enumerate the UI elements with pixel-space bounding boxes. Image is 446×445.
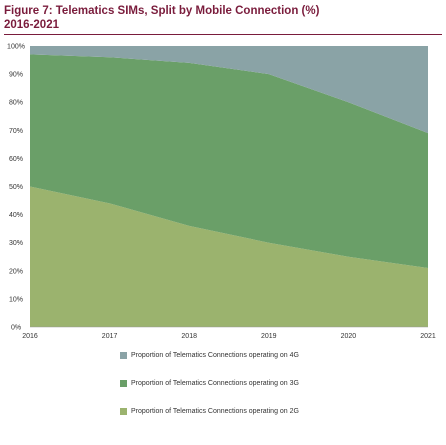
y-tick-label: 90% (9, 72, 23, 79)
y-tick-label: 60% (9, 156, 23, 163)
legend-item: Proportion of Telematics Connections ope… (120, 350, 440, 361)
figure-title-line2: 2016-2021 (4, 19, 59, 31)
x-tick-label: 2018 (181, 333, 197, 340)
x-tick-label: 2016 (22, 333, 38, 340)
y-tick-label: 80% (9, 100, 23, 107)
x-tick-label: 2021 (420, 333, 436, 340)
y-tick-label: 0% (11, 325, 21, 332)
legend-label: Proportion of Telematics Connections ope… (131, 352, 299, 359)
y-tick-label: 70% (9, 128, 23, 135)
legend-label: Proportion of Telematics Connections ope… (131, 408, 299, 415)
figure-title-line1: Figure 7: Telematics SIMs, Split by Mobi… (4, 5, 320, 17)
legend-swatch (120, 408, 127, 415)
y-tick-label: 20% (9, 268, 23, 275)
area-series-1 (30, 54, 428, 268)
title-divider (4, 34, 442, 35)
figure-title: Figure 7: Telematics SIMs, Split by Mobi… (4, 4, 442, 32)
y-tick-label: 100% (7, 44, 25, 51)
legend-swatch (120, 380, 127, 387)
y-tick-label: 50% (9, 184, 23, 191)
chart-legend: Proportion of Telematics Connections ope… (120, 350, 440, 434)
legend-item: Proportion of Telematics Connections ope… (120, 378, 440, 389)
area-series-0 (30, 186, 428, 327)
area-series-2 (30, 46, 428, 134)
legend-item: Proportion of Telematics Connections ope… (120, 406, 440, 417)
legend-label: Proportion of Telematics Connections ope… (131, 380, 299, 387)
legend-swatch (120, 352, 127, 359)
y-tick-label: 10% (9, 296, 23, 303)
y-tick-label: 30% (9, 240, 23, 247)
x-tick-label: 2017 (102, 333, 118, 340)
x-tick-label: 2020 (341, 333, 357, 340)
y-tick-label: 40% (9, 212, 23, 219)
x-tick-label: 2019 (261, 333, 277, 340)
